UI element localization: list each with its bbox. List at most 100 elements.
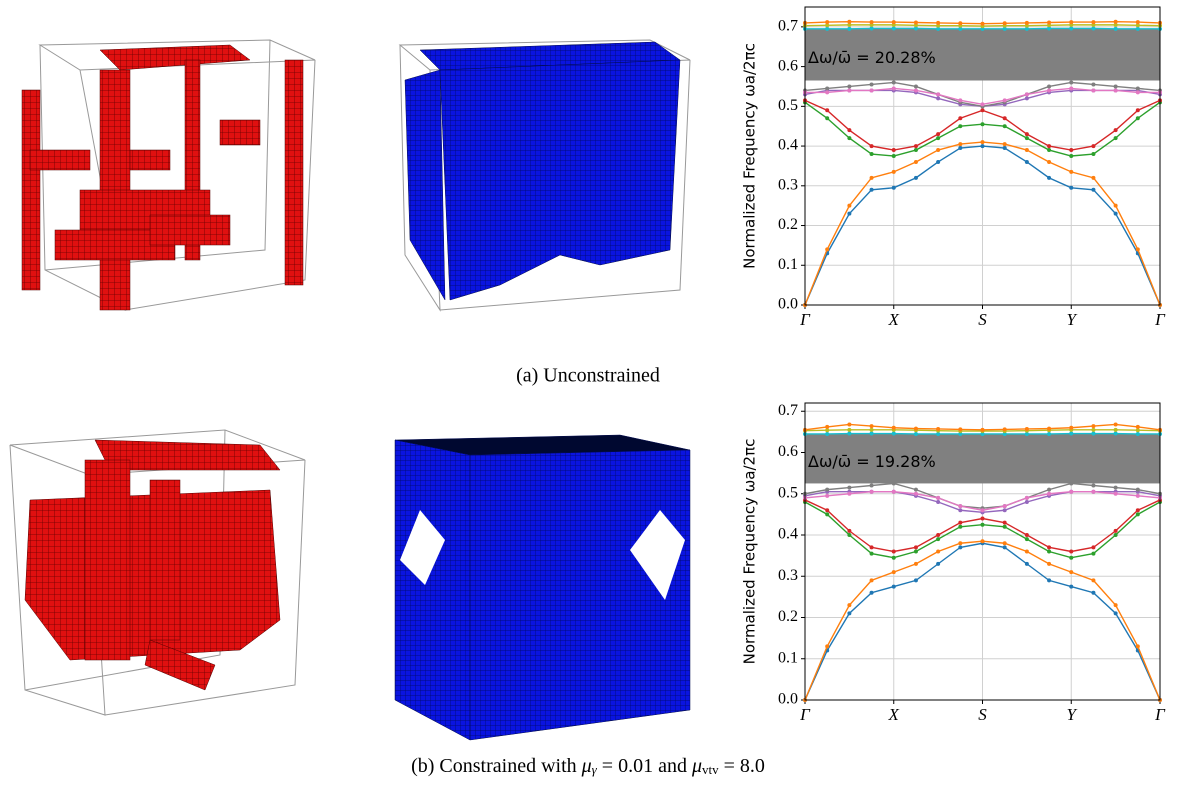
band-point [825,90,830,95]
band-point [980,516,985,521]
band-point [825,108,830,113]
band-point [936,26,941,31]
band-point [1024,136,1029,141]
caption-part: μ [691,755,702,777]
band-point [936,500,941,504]
band-point [980,21,985,26]
x-tick-label: S [978,310,987,329]
band-point [1047,26,1052,31]
band-point [958,116,963,121]
band-point [869,427,874,432]
band-point [1047,545,1052,550]
band-point [936,537,941,542]
y-tick-label: 0.1 [778,649,798,666]
band-point [936,159,941,164]
band-point [1024,92,1029,97]
band-gap [805,433,1160,484]
band-point [980,539,985,544]
band-point [958,124,963,129]
band-point [869,424,874,429]
y-tick-label: 0.0 [778,691,798,708]
band-point [1113,22,1118,27]
band-point [825,86,830,91]
band-point [847,485,852,490]
band-point [1024,431,1029,436]
band-point [1002,508,1007,513]
band-point [958,524,963,529]
band-point [1047,175,1052,180]
band-point [1047,144,1052,149]
band-point [913,561,918,566]
band-point [1091,82,1096,87]
band-point [1069,154,1074,158]
band-point [1024,561,1029,566]
band-point [1002,142,1007,147]
band-point [1002,146,1007,151]
band-point [825,431,830,436]
band-point [1113,136,1118,141]
band-point [1047,84,1052,89]
x-tick-label: S [978,705,987,724]
band-point [1002,520,1007,525]
band-point [1024,132,1029,137]
band-point [1091,545,1096,550]
holes [400,510,685,600]
band-point [1091,424,1096,429]
band-point [1002,427,1007,432]
band-point [1135,512,1140,517]
band-point [958,508,963,513]
band-point [936,92,941,97]
y-tick-label: 0.2 [778,608,798,625]
x-tick-label: Γ [1154,310,1166,329]
band-point [869,431,874,436]
y-tick-label: 0.0 [778,296,798,313]
band-point [1069,185,1074,190]
band-point [1024,495,1029,500]
band-point [1091,431,1096,436]
band-point [1113,533,1118,537]
band-point [1047,431,1052,436]
band-point [1069,549,1074,554]
band-point [1091,26,1096,31]
band-point [913,578,918,583]
voxel-structure [38,39,316,311]
band-point [1024,549,1029,554]
band-point [847,431,852,436]
band-point [1113,128,1118,133]
band-point [1024,20,1029,25]
band-point [980,522,985,527]
band-point [980,140,985,145]
band-point [825,23,830,28]
band-point [847,427,852,432]
y-tick-label: 0.3 [778,567,798,584]
band-point [869,551,874,556]
band-point [1047,20,1052,25]
band-point [1135,431,1140,436]
annotation: Δω/ω̄ = 20.28% [808,48,936,67]
y-tick-label: 0.1 [778,256,798,273]
band-point [825,508,830,513]
band-point [1113,611,1118,616]
band-point [936,96,941,101]
band-point [1113,211,1118,216]
band-point [869,483,874,488]
band-point [1024,500,1029,504]
band-point [913,487,918,492]
band-point [891,425,896,430]
band-point [825,116,830,121]
band-point [913,491,918,496]
band-point [825,428,830,433]
band-point [1047,491,1052,496]
band-point [1135,90,1140,95]
band-point [847,203,852,208]
y-axis-label: Normalized Frequency ωa/2πc [741,439,759,665]
band-point [1069,148,1074,153]
band-point [891,80,896,85]
band-point [1069,20,1074,25]
band-point [936,148,941,153]
caption-part: = 0.01 and [597,755,692,777]
band-point [891,169,896,174]
band-point [936,20,941,25]
band-point [1113,491,1118,496]
band-point [891,431,896,436]
